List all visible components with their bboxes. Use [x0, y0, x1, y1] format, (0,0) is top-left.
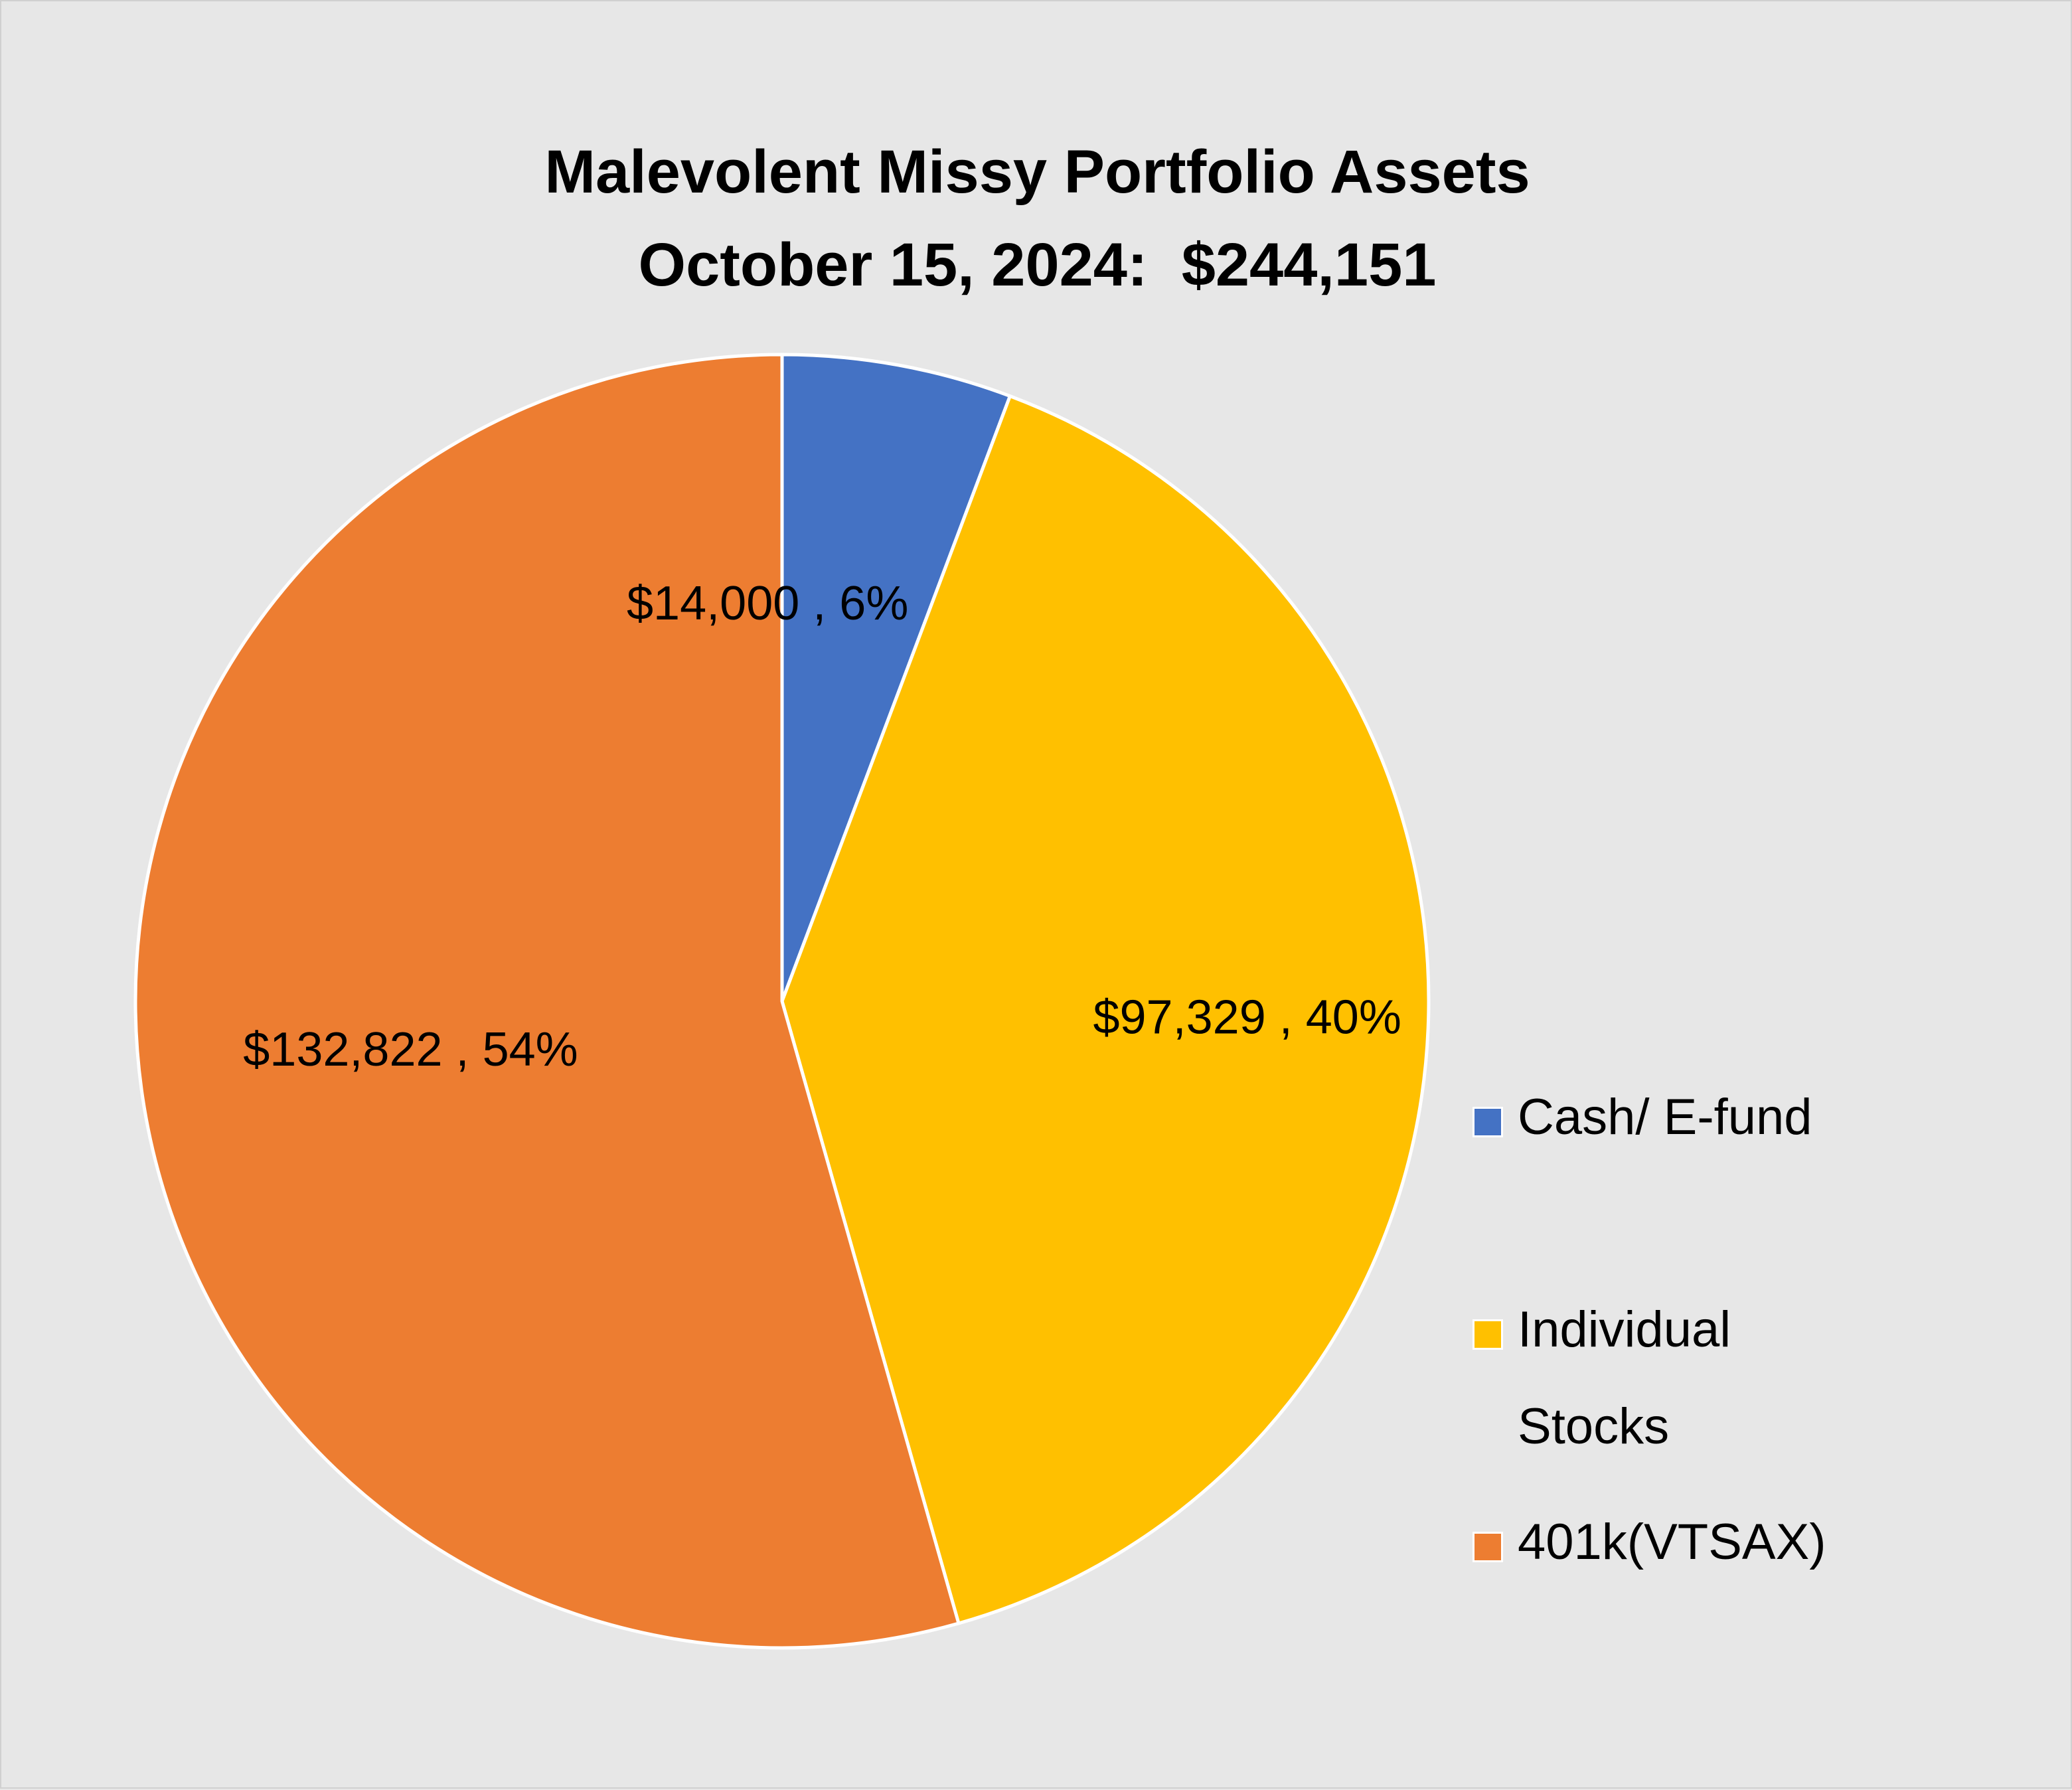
- legend-label-individual-stocks: Individual Stocks: [1518, 1281, 1889, 1475]
- legend-label-cash: Cash/ E-fund: [1518, 1069, 1889, 1166]
- pie-slice-401k: [133, 353, 961, 1650]
- legend-swatch-individual-stocks: [1473, 1319, 1503, 1350]
- pie-slice-cash: [780, 353, 1012, 1002]
- legend-label-401k-line-1: 401k(VTSAX): [1518, 1514, 1826, 1570]
- chart-title-line-1: Malevolent Missy Portfolio Assets: [544, 138, 1530, 206]
- legend-item-401k: 401k(VTSAX): [1473, 1514, 1889, 1591]
- legend-label-401k: 401k(VTSAX): [1518, 1494, 1889, 1591]
- legend-label-cash-line-1: Cash/ E-fund: [1518, 1089, 1812, 1145]
- data-label-cash: $14,000 , 6%: [627, 577, 908, 630]
- legend-item-individual-stocks: Individual Stocks: [1473, 1301, 1889, 1475]
- data-label-individual-stocks: $97,329 , 40%: [1093, 991, 1401, 1044]
- data-label-401k: $132,822 , 54%: [243, 1023, 578, 1076]
- chart-title-line-2: October 15, 2024: $244,151: [638, 231, 1437, 299]
- legend-swatch-401k: [1473, 1532, 1503, 1562]
- legend-item-cash: Cash/ E-fund: [1473, 1089, 1889, 1166]
- legend-label-individual-stocks-line-1: Individual: [1518, 1301, 1731, 1358]
- legend-swatch-cash: [1473, 1107, 1503, 1137]
- legend-label-individual-stocks-line-2: Stocks: [1518, 1398, 1670, 1455]
- pie-slice-individual-stocks: [780, 394, 1431, 1626]
